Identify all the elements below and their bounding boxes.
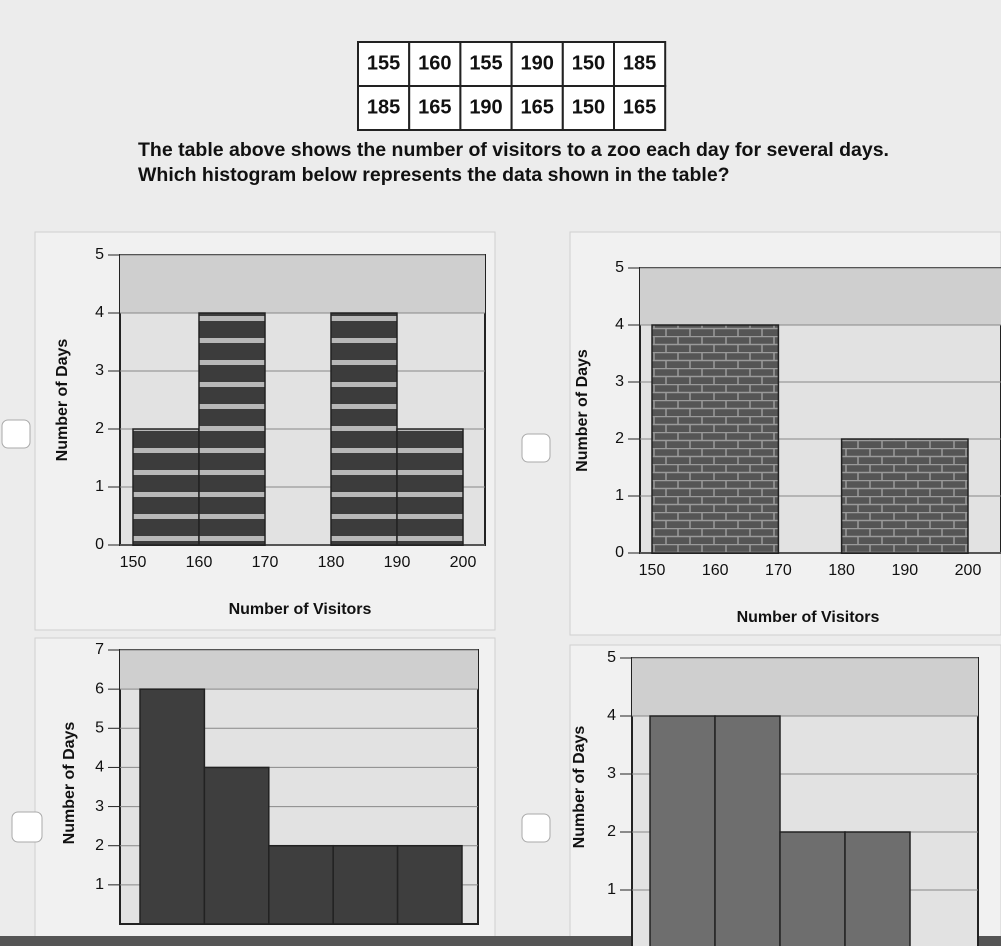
bar — [714, 715, 781, 946]
bar — [198, 312, 266, 546]
y-tick-label: 1 — [607, 881, 616, 898]
table-cell — [357, 41, 411, 87]
x-tick-label: 170 — [765, 562, 792, 579]
table-cell — [561, 85, 615, 131]
cell-text: 185 — [367, 96, 400, 118]
y-tick-label: 4 — [615, 316, 624, 333]
table-cell — [510, 85, 564, 131]
bar — [330, 312, 398, 546]
question-box: The table above shows the number of visi… — [138, 139, 889, 186]
data-table: 155 160 155 190 150 185 185 165 190 165 150 165 — [357, 41, 667, 131]
x-axis-label: Number of Visitors — [229, 601, 372, 618]
histogram: 0 1 2 3 4 5 150 160 170 180 190 200 Number of Days Nu… — [574, 259, 1001, 626]
top-band — [120, 255, 485, 313]
y-tick-label: 4 — [607, 707, 616, 724]
bar — [396, 428, 464, 546]
y-tick-label: 7 — [95, 641, 104, 658]
y-tick-label: 5 — [607, 649, 616, 666]
x-tick-label: 190 — [384, 554, 411, 571]
table-cell — [459, 41, 513, 87]
y-tick-label: 4 — [95, 759, 104, 776]
x-tick-label: 200 — [450, 554, 477, 571]
x-tick-label: 160 — [186, 554, 213, 571]
y-tick-label: 3 — [615, 373, 624, 390]
x-tick-label: 200 — [955, 562, 982, 579]
x-tick-label: 170 — [252, 554, 279, 571]
question: The table above shows the number of visi… — [138, 139, 889, 186]
histogram: 1 2 3 4 5 Number of Days — [571, 649, 979, 946]
bar — [651, 324, 780, 554]
y-tick-label: 3 — [95, 798, 104, 815]
screen-edge — [0, 936, 1001, 946]
cell-text: 190 — [521, 52, 554, 74]
radio-button[interactable] — [11, 811, 43, 843]
top-band — [120, 650, 478, 690]
y-tick-label: 2 — [607, 823, 616, 840]
bar — [332, 844, 399, 925]
bar — [203, 766, 270, 925]
cell-text: 165 — [521, 96, 554, 118]
radio-button[interactable] — [521, 433, 551, 463]
y-tick-label: 4 — [95, 304, 104, 321]
bar — [132, 428, 200, 546]
y-axis-label: Number of Days — [571, 726, 588, 849]
radio-button[interactable] — [1, 419, 31, 449]
y-tick-label: 2 — [615, 430, 624, 447]
cell-text: 185 — [623, 52, 656, 74]
histogram: 1 2 3 4 5 6 7 Number of Days — [61, 641, 479, 925]
cell-text: 155 — [367, 52, 400, 74]
y-tick-label: 0 — [615, 544, 624, 561]
x-axis-label: Number of Visitors — [737, 609, 880, 626]
x-tick-label: 150 — [639, 562, 666, 579]
y-axis-label: Number of Days — [574, 349, 591, 472]
y-tick-label: 3 — [95, 362, 104, 379]
x-tick-label: 180 — [828, 562, 855, 579]
y-axis-label: Number of Days — [61, 722, 78, 845]
histogram: 0 1 2 3 4 5 150 160 170 180 190 200 Number of Days Nu… — [54, 246, 486, 618]
y-tick-label: 1 — [615, 487, 624, 504]
bar — [139, 688, 206, 925]
x-tick-label: 150 — [120, 554, 147, 571]
x-tick-label: 180 — [318, 554, 345, 571]
y-tick-label: 6 — [95, 680, 104, 697]
y-tick-label: 5 — [615, 259, 624, 276]
bar — [649, 715, 716, 946]
y-axis-label: Number of Days — [54, 339, 71, 462]
radio-button[interactable] — [521, 813, 551, 843]
table-cell — [408, 85, 462, 131]
cell-text: 150 — [572, 52, 605, 74]
cell-text: 190 — [469, 96, 502, 118]
cell-text: 155 — [469, 52, 502, 74]
y-tick-label: 0 — [95, 536, 104, 553]
cell-text: 165 — [623, 96, 656, 118]
y-tick-label: 1 — [95, 876, 104, 893]
cell-text: 165 — [418, 96, 451, 118]
y-tick-label: 3 — [607, 765, 616, 782]
y-tick-label: 5 — [95, 720, 104, 737]
y-tick-label: 2 — [95, 420, 104, 437]
y-tick-label: 5 — [95, 246, 104, 263]
bar — [268, 844, 334, 925]
bar — [844, 831, 911, 946]
top-band — [640, 268, 1001, 325]
x-tick-label: 160 — [702, 562, 729, 579]
bar — [779, 831, 846, 946]
y-tick-label: 1 — [95, 478, 104, 495]
y-tick-label: 2 — [95, 837, 104, 854]
table-cell — [613, 85, 667, 131]
bar — [396, 844, 463, 925]
top-band — [632, 658, 978, 716]
cell-text: 150 — [572, 96, 605, 118]
x-tick-label: 190 — [891, 562, 918, 579]
cell-text: 160 — [418, 52, 451, 74]
bar — [840, 438, 969, 554]
table-cell — [408, 41, 462, 87]
